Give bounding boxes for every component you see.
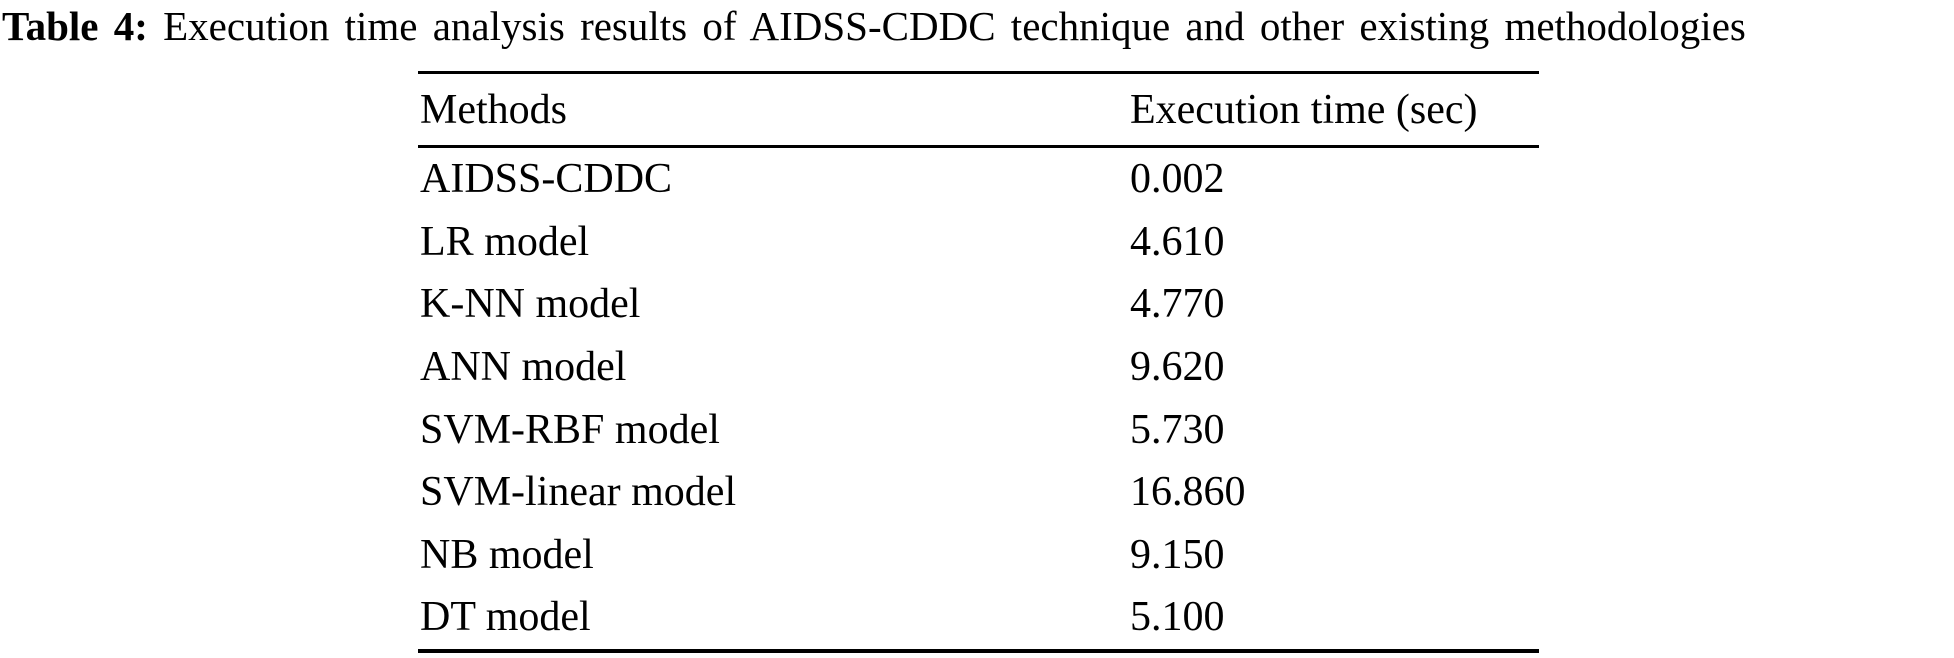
table-header-row: Methods Execution time (sec) bbox=[418, 71, 1539, 148]
table-row: SVM-linear model 16.860 bbox=[418, 461, 1539, 524]
time-cell: 5.730 bbox=[1130, 406, 1225, 453]
table-row: LR model 4.610 bbox=[418, 211, 1539, 274]
time-cell: 5.100 bbox=[1130, 594, 1225, 641]
table-row: ANN model 9.620 bbox=[418, 336, 1539, 399]
method-cell: AIDSS-CDDC bbox=[420, 156, 673, 203]
method-cell: SVM-linear model bbox=[420, 469, 737, 516]
method-cell: ANN model bbox=[420, 344, 627, 391]
table-caption-label: Table 4: bbox=[2, 3, 148, 49]
time-cell: 9.150 bbox=[1130, 531, 1225, 578]
table-row: DT model 5.100 bbox=[418, 586, 1539, 649]
time-cell: 16.860 bbox=[1130, 469, 1246, 516]
time-cell: 4.610 bbox=[1130, 218, 1225, 265]
time-cell: 0.002 bbox=[1130, 156, 1225, 203]
table-row: K-NN model 4.770 bbox=[418, 273, 1539, 336]
time-cell: 9.620 bbox=[1130, 344, 1225, 391]
table-row: SVM-RBF model 5.730 bbox=[418, 398, 1539, 461]
column-header-execution-time: Execution time (sec) bbox=[1130, 86, 1478, 133]
method-cell: K-NN model bbox=[420, 281, 641, 328]
method-cell: DT model bbox=[420, 594, 591, 641]
table-row: AIDSS-CDDC 0.002 bbox=[418, 148, 1539, 211]
execution-time-table: Methods Execution time (sec) AIDSS-CDDC … bbox=[418, 71, 1539, 653]
column-header-methods: Methods bbox=[420, 86, 567, 133]
method-cell: NB model bbox=[420, 531, 594, 578]
method-cell: SVM-RBF model bbox=[420, 406, 720, 453]
method-cell: LR model bbox=[420, 218, 590, 265]
table-caption: Table 4: Execution time analysis results… bbox=[2, 0, 1954, 52]
table-row: NB model 9.150 bbox=[418, 524, 1539, 587]
table-caption-text: Execution time analysis results of AIDSS… bbox=[147, 3, 1746, 49]
table-body: AIDSS-CDDC 0.002 LR model 4.610 K-NN mod… bbox=[418, 148, 1539, 653]
time-cell: 4.770 bbox=[1130, 281, 1225, 328]
